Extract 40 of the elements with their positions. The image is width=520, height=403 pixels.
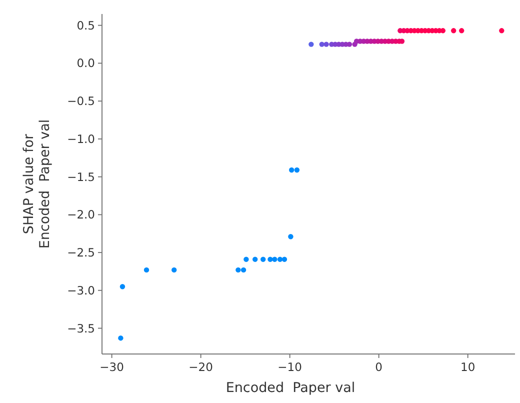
x-tick-label: −10 [278,360,302,374]
x-tick-label: −20 [188,360,213,374]
point [458,28,464,34]
point [171,267,177,273]
point [240,267,246,273]
point [272,256,278,262]
point [288,234,294,240]
y-tick-label: −0.5 [67,94,95,108]
y-tick-label: −2.0 [67,208,95,222]
point [450,28,456,34]
point [288,167,294,173]
point [120,284,126,290]
y-tick-label: −3.0 [67,283,95,298]
y-axis-title: SHAP value for Encoded Paper val [21,119,53,249]
point [118,336,124,341]
point [399,38,405,44]
point [282,256,288,262]
point [277,256,283,262]
point [236,267,241,273]
y-tick-label: −1.0 [67,132,95,146]
point [346,42,352,47]
point [252,256,258,262]
y-tick-label: −1.5 [67,170,95,184]
y-tick-label: −2.5 [67,246,95,260]
point [268,256,273,262]
x-axis-title: Encoded Paper val [226,380,356,396]
y-tick-label: −3.5 [67,321,95,336]
point [324,42,329,47]
x-tick-label: 10 [460,360,476,374]
point [144,267,150,273]
point [499,28,504,34]
point [294,167,300,173]
x-tick-label: −30 [100,360,124,374]
y-tick-label: 0.0 [76,56,95,70]
point [244,256,249,262]
y-tick-label: 0.5 [76,18,95,32]
point [319,42,324,47]
point [308,42,314,47]
x-tick-label: 0 [375,360,382,374]
point [260,256,266,262]
